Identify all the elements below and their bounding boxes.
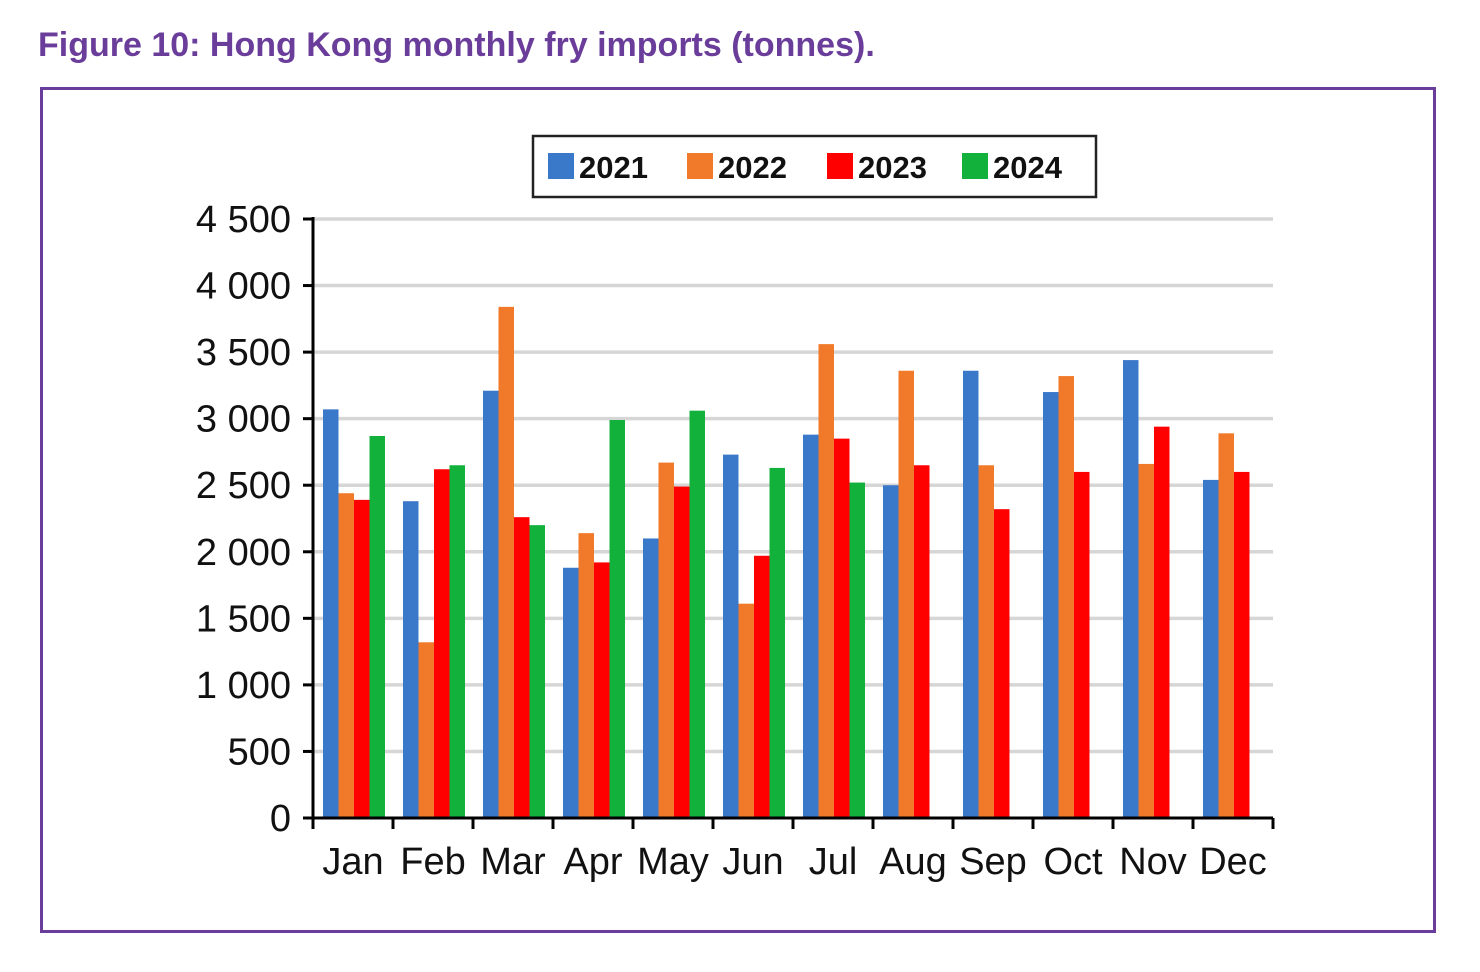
- bar-2024-may: [689, 410, 705, 818]
- bar-2021-jan: [323, 409, 339, 818]
- bar-2022-jun: [738, 603, 754, 818]
- y-tick-label: 2 500: [196, 465, 291, 507]
- x-tick-label-jan: Jan: [322, 841, 383, 883]
- bar-2022-dec: [1218, 433, 1234, 818]
- y-tick-label: 3 000: [196, 399, 291, 441]
- bar-2023-jul: [834, 438, 850, 818]
- bar-2024-mar: [529, 525, 545, 818]
- legend-label-2021: 2021: [579, 150, 648, 185]
- bar-2021-jul: [803, 434, 819, 818]
- bar-2021-apr: [563, 567, 579, 818]
- legend-swatch-2021: [548, 153, 574, 179]
- bar-2021-aug: [883, 485, 899, 818]
- bar-2023-jan: [354, 499, 370, 818]
- bar-2022-sep: [978, 465, 994, 818]
- y-tick-label: 1 500: [196, 598, 291, 640]
- x-tick-label-dec: Dec: [1199, 841, 1267, 883]
- bar-2021-sep: [963, 370, 979, 818]
- legend: 2021 2022 2023 2024: [531, 134, 1098, 199]
- x-tick-label-nov: Nov: [1119, 841, 1187, 883]
- bar-2023-may: [674, 486, 690, 818]
- bar-2021-oct: [1043, 392, 1059, 818]
- gridlines: [313, 217, 1273, 754]
- legend-box: [531, 134, 1098, 199]
- y-tick-label: 4 500: [196, 199, 291, 241]
- legend-swatch-2024: [962, 153, 988, 179]
- bar-2023-oct: [1074, 471, 1090, 818]
- y-tick-label: 500: [228, 731, 291, 773]
- x-tick-label-mar: Mar: [480, 841, 546, 883]
- bar-2021-nov: [1123, 360, 1139, 818]
- bar-2023-sep: [994, 509, 1010, 818]
- bar-2023-apr: [594, 562, 610, 818]
- x-axis-ticks: Jan Feb Mar Apr May Jun Jul Aug Sep Oct Nov Dec: [311, 818, 1275, 883]
- bar-2022-oct: [1058, 376, 1074, 818]
- legend-label-2023: 2023: [858, 150, 927, 185]
- y-tick-label: 3 500: [196, 332, 291, 374]
- bar-2024-jun: [769, 467, 785, 818]
- y-tick-label: 0: [270, 798, 291, 840]
- bar-2022-feb: [418, 642, 434, 818]
- x-tick-label-oct: Oct: [1043, 841, 1103, 883]
- bar-2024-apr: [609, 419, 625, 818]
- bar-2022-may: [658, 462, 674, 818]
- x-tick-label-may: May: [637, 841, 709, 883]
- bar-2022-apr: [578, 533, 594, 818]
- y-tick-label: 2 000: [196, 532, 291, 574]
- bar-2021-feb: [403, 501, 419, 818]
- legend-swatch-2023: [827, 153, 853, 179]
- bar-2021-jun: [723, 454, 739, 818]
- bar-2023-dec: [1234, 471, 1250, 818]
- y-tick-label: 1 000: [196, 665, 291, 707]
- bar-2023-feb: [434, 469, 450, 818]
- bar-2021-may: [643, 538, 659, 818]
- bar-2024-jan: [369, 435, 385, 818]
- x-tick-label-sep: Sep: [959, 841, 1027, 883]
- legend-swatch-2022: [687, 153, 713, 179]
- chart-frame: [40, 87, 1436, 933]
- legend-label-2024: 2024: [993, 150, 1063, 185]
- bar-2023-nov: [1154, 426, 1170, 818]
- x-tick-label-feb: Feb: [400, 841, 465, 883]
- bar-2022-jul: [818, 344, 834, 818]
- bars: [323, 306, 1250, 818]
- x-tick-label-jun: Jun: [722, 841, 783, 883]
- bar-2023-aug: [914, 465, 930, 818]
- bar-2022-aug: [898, 370, 914, 818]
- y-tick-label: 4 000: [196, 266, 291, 308]
- bar-2022-jan: [338, 493, 354, 818]
- x-tick-label-jul: Jul: [809, 841, 858, 883]
- bar-2023-jun: [754, 555, 770, 818]
- bar-2021-mar: [483, 390, 499, 818]
- bar-2022-mar: [498, 306, 514, 818]
- legend-label-2022: 2022: [718, 150, 787, 185]
- bar-2024-jul: [849, 482, 865, 818]
- x-tick-label-aug: Aug: [879, 841, 947, 883]
- bar-2024-feb: [449, 465, 465, 818]
- figure-title: Figure 10: Hong Kong monthly fry imports…: [38, 26, 875, 64]
- bar-2022-nov: [1138, 463, 1154, 818]
- bar-2021-dec: [1203, 479, 1219, 818]
- x-tick-label-apr: Apr: [563, 841, 622, 883]
- y-axis-ticks: 0 500 1 000 1 500 2 000 2 500 3 000 3 500 4 000 4…: [196, 199, 313, 840]
- bar-2023-mar: [514, 517, 530, 818]
